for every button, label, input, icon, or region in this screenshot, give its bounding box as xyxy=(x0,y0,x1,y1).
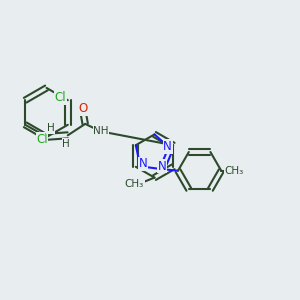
Text: CH₃: CH₃ xyxy=(225,166,244,176)
Text: CH₃: CH₃ xyxy=(125,179,144,189)
Text: NH: NH xyxy=(93,126,109,136)
Text: H: H xyxy=(46,123,54,134)
Text: N: N xyxy=(158,160,167,173)
Text: N: N xyxy=(163,140,172,153)
Text: Cl: Cl xyxy=(36,133,48,146)
Text: N: N xyxy=(139,158,148,170)
Text: O: O xyxy=(78,102,87,115)
Text: Cl: Cl xyxy=(55,91,66,104)
Text: H: H xyxy=(62,139,70,149)
